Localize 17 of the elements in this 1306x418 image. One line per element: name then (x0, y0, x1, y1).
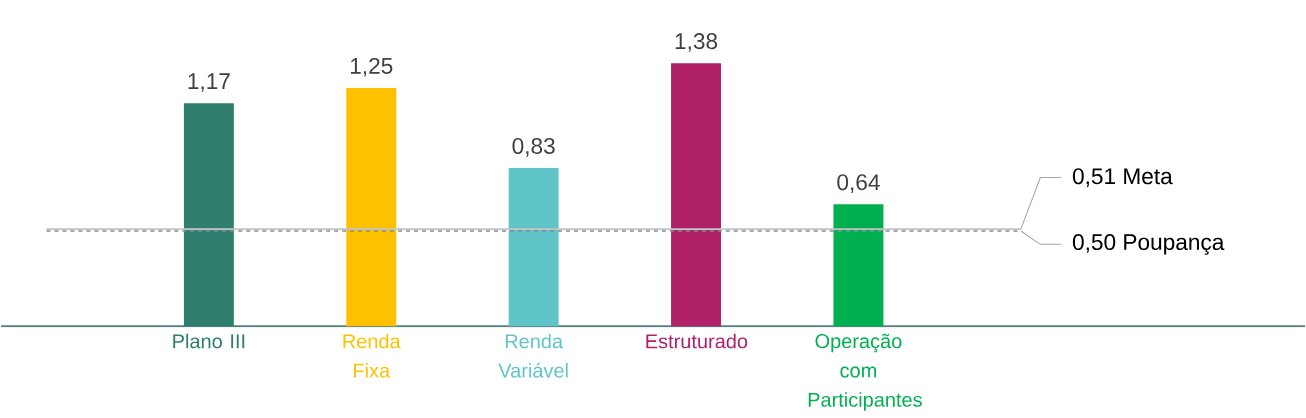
bar (183, 103, 234, 327)
x-tick-label: Estruturado (646, 333, 748, 349)
x-tick-label: Renda Variável (498, 333, 568, 378)
data-label: 0,64 (837, 174, 880, 193)
bar (833, 204, 884, 327)
data-label: 1,25 (350, 57, 393, 77)
ref-line-label: 0,51 Meta (1072, 168, 1173, 187)
ref-line-label: 0,50 Poupança (1072, 234, 1225, 255)
x-tick-label: Renda Fixa (343, 333, 401, 378)
data-label: 0,83 (512, 138, 555, 157)
data-label: 1,17 (188, 73, 230, 92)
bar (671, 63, 722, 327)
x-tick-label: Plano III (173, 333, 245, 349)
bar (508, 168, 559, 327)
bar (346, 88, 397, 327)
data-label: 1,38 (675, 33, 718, 52)
x-tick-label: Operação com Participantes (808, 333, 922, 411)
